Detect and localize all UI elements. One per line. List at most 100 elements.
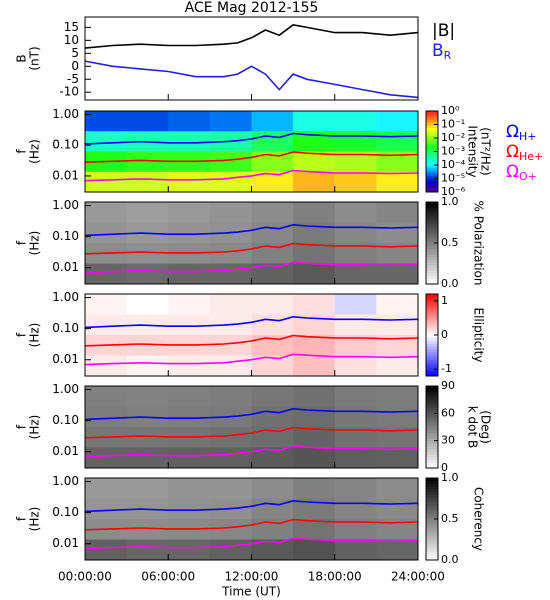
heatmap-cell xyxy=(168,498,211,520)
heatmap-cell xyxy=(251,111,294,132)
heatmap-cell xyxy=(334,131,377,152)
heatmap-cell xyxy=(85,294,128,315)
x-axis-label: Time (UT) xyxy=(221,585,281,599)
legend-name: Ω xyxy=(506,142,519,162)
colorbar-step xyxy=(426,443,438,447)
legend-name: Ω xyxy=(506,122,519,142)
colorbar-step xyxy=(426,299,438,303)
y-axis-label: (Hz) xyxy=(28,323,42,348)
heatmap-cell xyxy=(168,386,211,407)
y-axis-label: B xyxy=(15,54,29,62)
heatmap-cell xyxy=(251,294,294,315)
heatmap-cell xyxy=(293,519,336,540)
colorbar-step xyxy=(426,354,438,358)
heatmap-cell xyxy=(168,222,211,244)
colorbar-step xyxy=(426,365,438,369)
colorbar-step xyxy=(426,232,438,236)
colorbar-tick-label: 1.0 xyxy=(441,471,459,484)
colorbar-step xyxy=(426,234,438,239)
colorbar-step xyxy=(426,135,438,139)
y-axis-label: f xyxy=(15,332,29,337)
heatmap-cell xyxy=(334,386,377,407)
colorbar-step xyxy=(426,248,438,252)
y-tick-label: 0.01 xyxy=(52,168,79,182)
colorbar-step xyxy=(426,388,438,392)
colorbar-step xyxy=(426,207,438,211)
y-tick-label: 1.00 xyxy=(52,382,79,396)
colorbar-step xyxy=(426,313,438,317)
colorbar-tick-label: 30 xyxy=(441,434,455,447)
heatmap-cell xyxy=(85,171,128,193)
colorbar-step xyxy=(426,302,438,306)
colorbar-step xyxy=(426,329,438,333)
colorbar-tick-label: 1.0 xyxy=(441,195,459,208)
colorbar-step xyxy=(426,391,438,395)
colorbar-step xyxy=(426,524,438,528)
colorbar-step xyxy=(426,127,438,131)
colorbar-step xyxy=(426,212,438,217)
colorbar-step xyxy=(426,394,438,398)
heatmap-cell xyxy=(251,243,294,264)
heatmap-cell xyxy=(376,539,419,561)
colorbar-step xyxy=(426,111,438,115)
heatmap-cell xyxy=(334,151,377,173)
colorbar-step xyxy=(426,416,438,420)
colorbar-step xyxy=(426,478,438,482)
y-axis-label: f xyxy=(15,240,29,245)
heatmap-cell xyxy=(334,406,377,428)
heatmap-cell xyxy=(376,131,419,152)
series-line xyxy=(84,223,419,237)
heatmap-cell xyxy=(209,478,252,499)
legend-subscript: He+ xyxy=(519,150,543,163)
heatmap-cell xyxy=(168,202,211,223)
colorbar-tick-label: 10⁻² xyxy=(441,131,465,144)
x-tick-label: 18:00:00 xyxy=(308,570,362,584)
colorbar-step xyxy=(426,259,438,263)
colorbar-tick-label: 10⁻¹ xyxy=(441,118,465,131)
colorbar-step xyxy=(426,281,438,285)
heatmap-cell xyxy=(293,243,336,264)
colorbar-step xyxy=(426,543,438,547)
colorbar-step xyxy=(426,253,438,258)
colorbar-step xyxy=(426,332,438,336)
y-tick-label: 1.00 xyxy=(52,290,79,304)
colorbar-step xyxy=(426,554,438,558)
colorbar-step xyxy=(426,132,438,136)
colorbar-step xyxy=(426,362,438,366)
y-axis-label: (Hz) xyxy=(28,231,42,256)
heatmap-cell xyxy=(126,263,169,285)
colorbar-step xyxy=(426,175,438,179)
colorbar-step xyxy=(426,151,438,155)
legend-name: B xyxy=(432,41,444,61)
colorbar-step xyxy=(426,421,438,425)
colorbar-step xyxy=(426,440,438,444)
colorbar-step xyxy=(426,532,438,536)
colorbar-label: k dot B xyxy=(466,406,480,448)
colorbar-step xyxy=(426,264,438,269)
heatmap-cell xyxy=(251,355,294,377)
colorbar-step xyxy=(426,170,438,174)
colorbar-step xyxy=(426,343,438,347)
heatmap-cell xyxy=(85,111,128,132)
heatmap-cell xyxy=(85,222,128,244)
colorbar-step xyxy=(426,396,438,401)
colorbar-step xyxy=(426,529,438,534)
heatmap-cell xyxy=(293,427,336,448)
colorbar-step xyxy=(426,138,438,142)
heatmap-cell xyxy=(334,294,377,315)
colorbar-step xyxy=(426,424,438,428)
colorbar-step xyxy=(426,273,438,277)
colorbar-step xyxy=(426,546,438,550)
colorbar-step xyxy=(426,156,438,161)
heatmap-cell xyxy=(334,539,377,561)
heatmap-cell xyxy=(251,447,294,469)
series-line xyxy=(84,499,419,513)
heatmap-cell xyxy=(85,131,128,152)
colorbar-tick-label: 10⁻⁶ xyxy=(441,185,466,198)
heatmap-cell xyxy=(251,263,294,285)
heatmap-cell xyxy=(251,478,294,499)
y-axis-label: f xyxy=(15,424,29,429)
colorbar-step xyxy=(426,324,438,328)
colorbar-step xyxy=(426,210,438,214)
heatmap-cell xyxy=(251,335,294,356)
